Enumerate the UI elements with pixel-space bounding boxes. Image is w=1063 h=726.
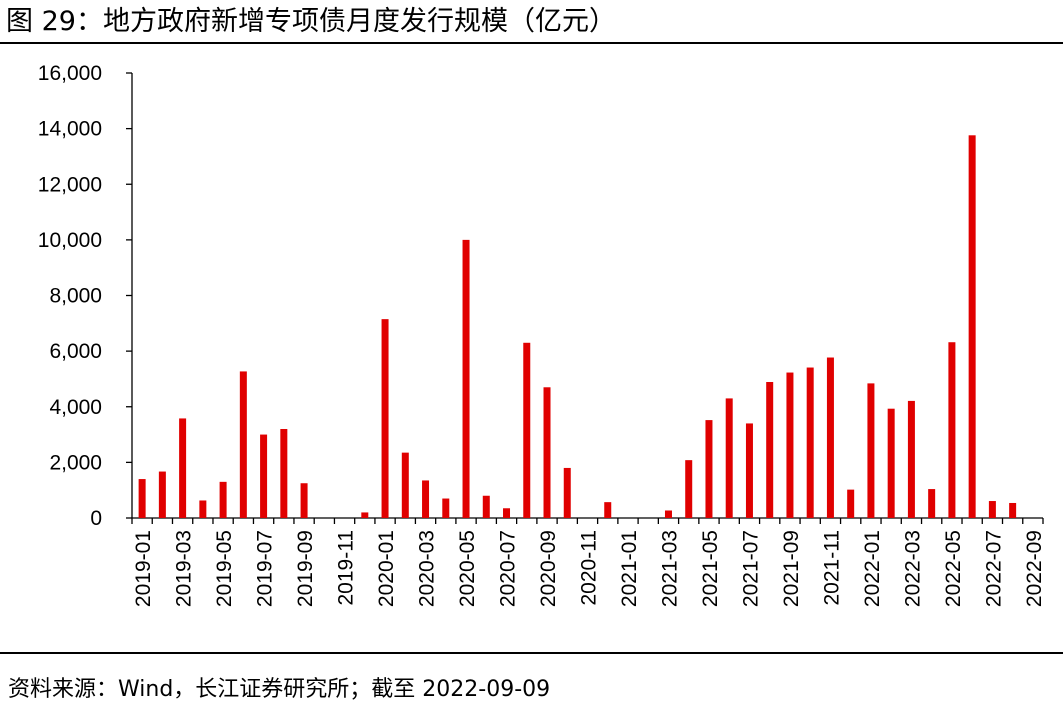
bar-2019-05 [219, 481, 227, 518]
x-tick-label: 2019-07 [254, 530, 277, 607]
bar-2019-07 [260, 434, 268, 518]
bar-2020-03 [422, 480, 430, 518]
bar-2020-02 [401, 452, 409, 518]
y-tick-label: 8,000 [49, 285, 102, 308]
chart-title: 图 29：地方政府新增专项债月度发行规模（亿元） [6, 6, 616, 37]
bar-2021-07 [745, 423, 753, 518]
bar-2022-08 [1009, 502, 1017, 518]
bar-2021-10 [806, 367, 814, 518]
bar-2020-04 [442, 498, 450, 518]
bar-2020-10 [563, 467, 571, 518]
x-tick-label: 2021-09 [780, 530, 803, 607]
x-tick-label: 2021-07 [739, 530, 762, 607]
bar-2022-01 [867, 383, 875, 518]
bar-2019-02 [158, 471, 166, 518]
bar-2020-07 [503, 508, 511, 518]
bar-2019-03 [179, 418, 187, 518]
bar-2022-05 [948, 342, 956, 518]
bar-2021-08 [766, 381, 774, 518]
x-tick-label: 2021-05 [699, 530, 722, 607]
y-tick-label: 10,000 [38, 229, 102, 252]
bar-2019-08 [280, 429, 288, 518]
x-tick-label: 2020-03 [416, 530, 439, 607]
y-tick-label: 6,000 [49, 340, 102, 363]
bar-2020-08 [523, 342, 531, 518]
bar-2019-09 [300, 483, 308, 518]
bar-2021-05 [705, 420, 713, 518]
x-tick-label: 2022-03 [901, 530, 924, 607]
bar-2021-06 [725, 398, 733, 518]
y-tick-label: 12,000 [38, 173, 102, 196]
bar-2019-06 [239, 371, 247, 518]
y-tick-label: 0 [90, 507, 102, 530]
x-tick-label: 2021-01 [618, 530, 641, 607]
bar-2021-03 [664, 510, 672, 518]
bar-2019-04 [199, 500, 207, 518]
bar-2021-04 [685, 460, 693, 518]
bar-2020-05 [462, 239, 470, 518]
x-tick-label: 2022-07 [982, 530, 1005, 607]
bar-2022-03 [907, 400, 915, 518]
bar-2021-11 [826, 357, 834, 518]
y-tick-label: 14,000 [38, 118, 102, 141]
bar-2022-02 [887, 408, 895, 518]
x-tick-label: 2019-05 [213, 530, 236, 607]
bar-2022-06 [968, 135, 976, 519]
x-axis: 2019-01 2019-03 2019-05 2019-07 2019-09 2019-… [131, 517, 1046, 607]
bar-series [138, 135, 1017, 519]
bar-2020-09 [543, 387, 551, 518]
x-tick-label: 2019-03 [173, 530, 196, 607]
y-tick-label: 4,000 [49, 396, 102, 419]
bar-2019-01 [138, 479, 146, 518]
bar-2022-07 [988, 501, 996, 518]
x-tick-label: 2019-01 [132, 530, 155, 607]
x-tick-label: 2020-05 [456, 530, 479, 607]
y-axis: 0 2,000 4,000 6,000 8,000 10,000 12,000 14,000 1… [38, 62, 133, 530]
bar-2022-04 [928, 489, 936, 518]
x-tick-label: 2019-09 [294, 530, 317, 607]
bar-chart: 0 2,000 4,000 6,000 8,000 10,000 12,000 14,000 1… [38, 62, 1046, 607]
bar-2020-01 [381, 319, 389, 518]
bar-2020-12 [604, 502, 612, 518]
x-tick-label: 2022-05 [942, 530, 965, 607]
x-tick-label: 2022-01 [861, 530, 884, 607]
x-tick-label: 2021-11 [820, 530, 843, 606]
x-tick-label: 2021-03 [658, 530, 681, 607]
bar-2021-12 [847, 489, 855, 518]
x-tick-label: 2022-09 [1023, 530, 1046, 607]
x-tick-label: 2020-11 [578, 530, 601, 606]
y-tick-label: 2,000 [49, 451, 102, 474]
x-tick-label: 2020-01 [375, 530, 398, 607]
y-tick-label: 16,000 [38, 62, 102, 85]
footer-divider [0, 652, 1063, 654]
x-tick-label: 2020-09 [537, 530, 560, 607]
bar-2020-06 [482, 495, 490, 518]
bar-2019-12 [361, 512, 369, 518]
source-note: 资料来源：Wind，长江证券研究所；截至 2022-09-09 [8, 677, 551, 702]
x-tick-label: 2020-07 [497, 530, 520, 607]
title-divider [0, 42, 1063, 44]
x-tick-label: 2019-11 [335, 530, 358, 606]
bar-2021-09 [786, 372, 794, 518]
